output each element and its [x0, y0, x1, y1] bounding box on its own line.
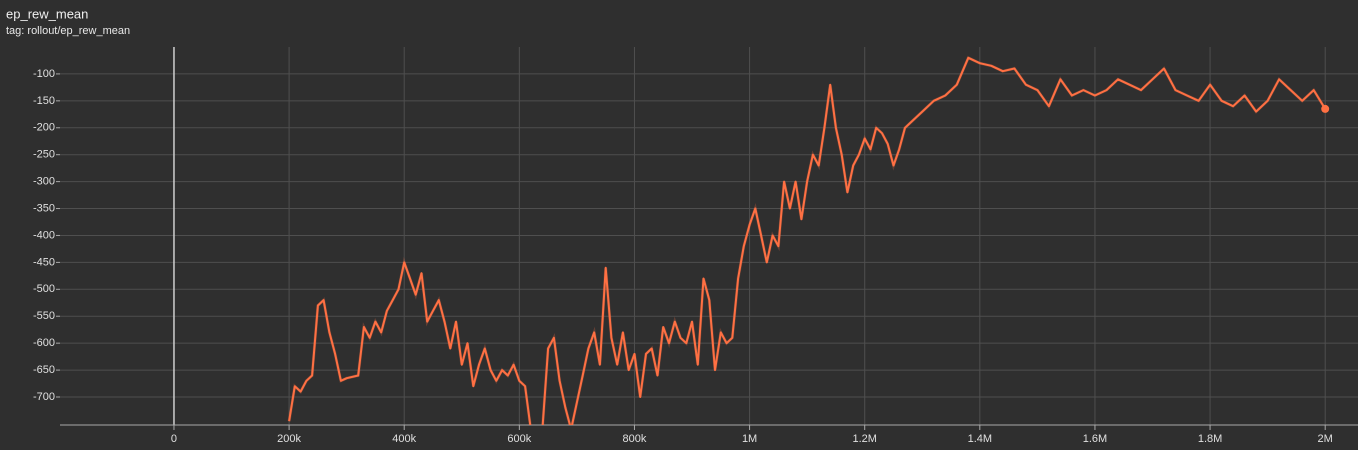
x-tick-label: 1M: [742, 433, 757, 445]
x-tick-label: 800k: [623, 433, 647, 445]
y-tick-label: -100: [33, 68, 55, 80]
chart-title: ep_rew_mean: [6, 6, 88, 21]
y-tick-label: -500: [33, 283, 55, 295]
y-tick-label: -200: [33, 122, 55, 134]
x-tick-label: 600k: [507, 433, 531, 445]
y-tick-label: -400: [33, 229, 55, 241]
y-tick-label: -450: [33, 256, 55, 268]
y-tick-label: -150: [33, 95, 55, 107]
x-tick-label: 400k: [392, 433, 416, 445]
x-tick-label: 200k: [277, 433, 301, 445]
x-tick-label: 1.2M: [852, 433, 876, 445]
x-tick-label: 1.6M: [1083, 433, 1107, 445]
y-tick-label: -350: [33, 202, 55, 214]
y-tick-label: -650: [33, 364, 55, 376]
x-tick-label: 1.8M: [1198, 433, 1222, 445]
axis-labels: -700 -650 -600 -550 -500 -450 -400 -350 -300 -250…: [33, 68, 1333, 445]
x-tick-label: 1.4M: [968, 433, 992, 445]
y-tick-label: -700: [33, 391, 55, 403]
chart-subtitle: tag: rollout/ep_rew_mean: [6, 25, 130, 37]
end-point: [1321, 104, 1330, 113]
y-tick-label: -550: [33, 310, 55, 322]
series-line: [288, 56, 1327, 425]
x-tick-label: 2M: [1318, 433, 1333, 445]
grid: [56, 47, 1358, 430]
y-tick-label: -600: [33, 337, 55, 349]
y-tick-label: -300: [33, 176, 55, 188]
x-tick-label: 0: [171, 433, 177, 445]
y-tick-label: -250: [33, 149, 55, 161]
plot-area: [287, 55, 1330, 425]
